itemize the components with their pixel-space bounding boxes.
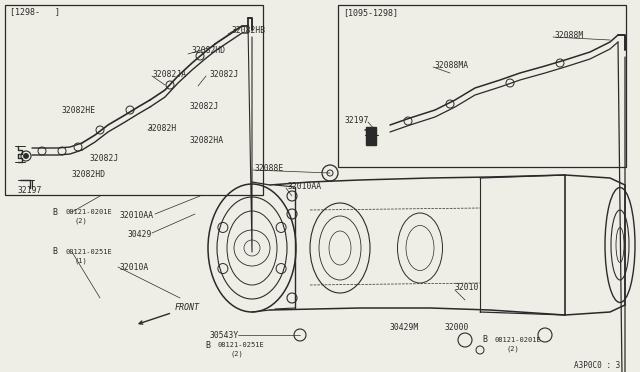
Text: FRONT: FRONT bbox=[139, 303, 200, 324]
Text: 30543Y: 30543Y bbox=[210, 330, 239, 340]
Text: [1298-   ]: [1298- ] bbox=[10, 7, 60, 16]
Text: 32082J: 32082J bbox=[90, 154, 119, 163]
Text: (2): (2) bbox=[230, 351, 243, 357]
Text: 30429M: 30429M bbox=[390, 324, 419, 333]
Text: (2): (2) bbox=[507, 346, 520, 352]
Text: 08121-0251E: 08121-0251E bbox=[65, 249, 112, 255]
Text: 08121-0201E: 08121-0201E bbox=[65, 209, 112, 215]
Text: 32088M: 32088M bbox=[555, 31, 584, 39]
Text: 32000: 32000 bbox=[445, 324, 469, 333]
Text: 32197: 32197 bbox=[345, 115, 369, 125]
Text: B: B bbox=[483, 336, 488, 344]
Text: 32082JA: 32082JA bbox=[153, 70, 187, 78]
Text: 32082HD: 32082HD bbox=[192, 45, 226, 55]
Text: 08121-0201E: 08121-0201E bbox=[495, 337, 541, 343]
Text: 32082HE: 32082HE bbox=[62, 106, 96, 115]
Text: B: B bbox=[52, 208, 58, 217]
Bar bbox=[366, 127, 376, 145]
Circle shape bbox=[24, 154, 29, 158]
Text: 32010AA: 32010AA bbox=[288, 182, 322, 190]
Text: A3P0C0 : 3: A3P0C0 : 3 bbox=[573, 360, 620, 369]
Text: 32010: 32010 bbox=[455, 283, 479, 292]
Bar bbox=[5, 5, 263, 195]
Text: 08121-0251E: 08121-0251E bbox=[218, 342, 265, 348]
Bar bbox=[338, 5, 626, 167]
Text: 32082J: 32082J bbox=[190, 102, 220, 110]
Text: (1): (1) bbox=[74, 258, 87, 264]
Text: 32082J: 32082J bbox=[210, 70, 239, 78]
Text: 32010A: 32010A bbox=[120, 263, 149, 273]
Text: 32010AA: 32010AA bbox=[120, 211, 154, 219]
Text: 32088MA: 32088MA bbox=[435, 61, 469, 70]
Text: (2): (2) bbox=[74, 218, 87, 224]
Text: 32082HB: 32082HB bbox=[232, 26, 266, 35]
Text: B: B bbox=[205, 340, 211, 350]
Text: B: B bbox=[52, 247, 58, 257]
Text: [1095-1298]: [1095-1298] bbox=[343, 9, 398, 17]
Text: 32082HA: 32082HA bbox=[190, 135, 224, 144]
Text: 32082H: 32082H bbox=[148, 124, 177, 132]
Text: 30429: 30429 bbox=[128, 230, 152, 238]
Text: 32088E: 32088E bbox=[255, 164, 284, 173]
Text: 32082HD: 32082HD bbox=[72, 170, 106, 179]
Text: 32197: 32197 bbox=[18, 186, 42, 195]
